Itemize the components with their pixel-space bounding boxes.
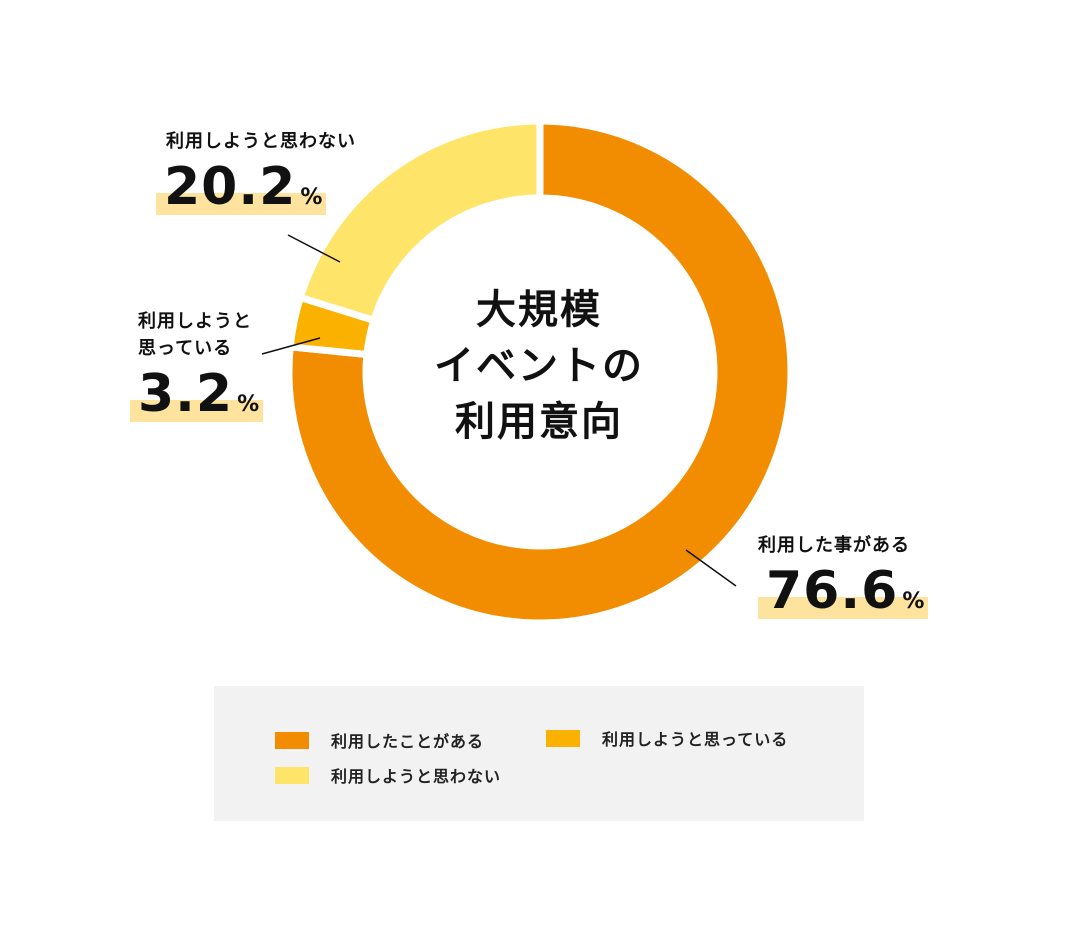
chart-center-title: 大規模 イベントの 利用意向 xyxy=(389,282,689,450)
callout-used-value-box: 76.6% xyxy=(758,561,929,621)
callout-used-value: 76.6 xyxy=(766,561,899,621)
legend-label-not: 利用しようと思わない xyxy=(331,767,502,786)
callout-used: 利用した事がある 76.6% xyxy=(758,532,929,621)
callout-not-unit: % xyxy=(300,185,323,210)
donut-slice-used xyxy=(285,117,795,627)
legend-label-plan: 利用しようと思っている xyxy=(602,730,789,749)
callout-not-highlight xyxy=(156,193,327,215)
callout-not-value: 20.2 xyxy=(164,157,297,217)
callout-used-label: 利用した事がある xyxy=(758,535,910,556)
leader-line-used xyxy=(685,549,737,587)
callout-used-highlight xyxy=(758,597,929,619)
callout-plan-unit: % xyxy=(237,392,260,417)
legend-swatch-plan xyxy=(546,729,580,747)
legend-swatch-used xyxy=(275,731,309,749)
legend-label-used: 利用したことがある xyxy=(331,732,485,751)
callout-plan-label-line-1: 利用しようと xyxy=(138,311,252,332)
center-title-line-3: 利用意向 xyxy=(455,399,623,445)
callout-plan: 利用しようと 思っている 3.2% xyxy=(130,308,264,424)
callout-plan-value: 3.2 xyxy=(138,364,234,424)
legend-swatch-not xyxy=(275,766,309,784)
leader-line-not xyxy=(287,234,341,263)
center-title-line-2: イベントの xyxy=(434,343,644,389)
callout-not: 利用しようと思わない 20.2% xyxy=(156,128,356,215)
legend-item-used: 利用したことがある xyxy=(275,728,484,752)
legend-item-plan: 利用しようと思っている xyxy=(546,726,788,750)
callout-plan-highlight xyxy=(130,400,264,422)
callout-plan-label-line-2: 思っている xyxy=(138,338,233,359)
callout-plan-value-box: 3.2% xyxy=(130,364,264,424)
legend-item-not: 利用しようと思わない xyxy=(275,763,501,787)
callout-used-unit: % xyxy=(902,589,925,614)
donut-slice-not xyxy=(295,117,544,325)
callout-not-value-box: 20.2% xyxy=(156,157,327,217)
callout-not-label: 利用しようと思わない xyxy=(166,131,356,152)
leader-line-plan xyxy=(261,337,321,355)
center-title-line-1: 大規模 xyxy=(476,287,602,333)
legend: 利用したことがある 利用しようと思っている 利用しようと思わない xyxy=(214,686,864,821)
